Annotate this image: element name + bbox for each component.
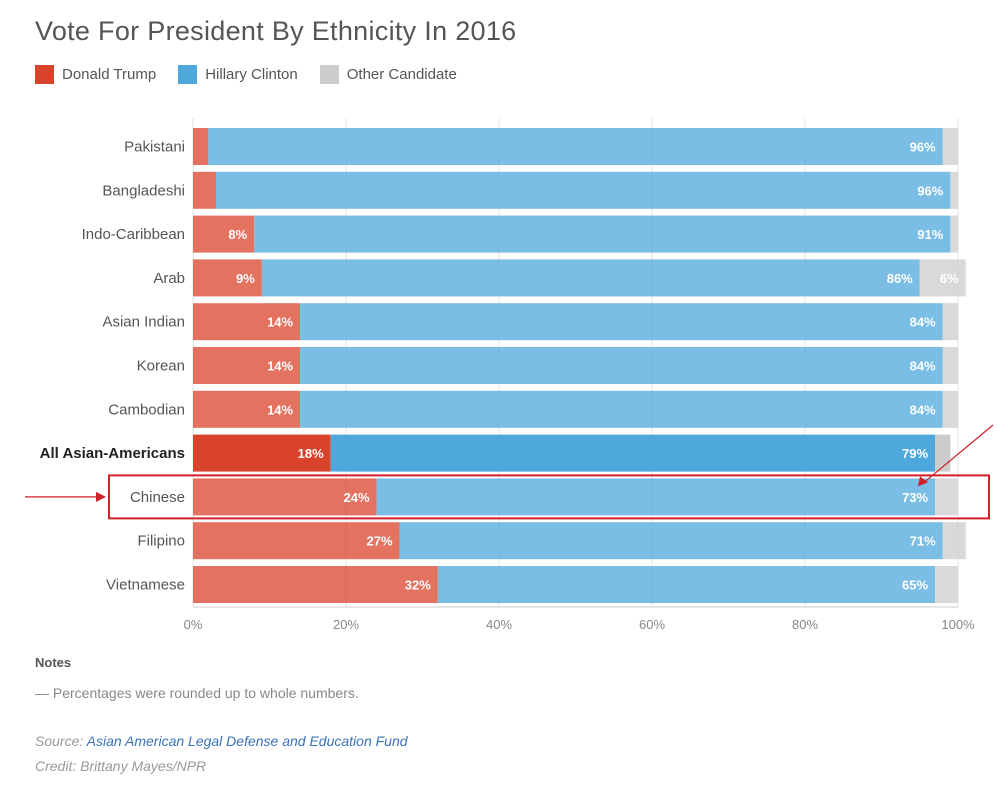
category-label: Pakistani [124, 139, 185, 156]
data-label: 18% [298, 446, 324, 461]
bar-segment [376, 478, 936, 516]
category-label: Indo-Caribbean [82, 226, 185, 243]
data-label: 73% [902, 490, 928, 505]
x-tick-label: 80% [792, 617, 818, 632]
category-label: Korean [137, 358, 185, 375]
bar-segment [942, 522, 966, 560]
category-label: Bangladeshi [102, 182, 185, 199]
data-label: 96% [917, 183, 943, 198]
notes-heading: Notes [35, 655, 72, 670]
legend-label-trump: Donald Trump [62, 66, 157, 83]
bar-segment [193, 347, 301, 384]
data-label: 14% [267, 402, 293, 417]
data-label: 84% [910, 359, 936, 374]
bar-segment [300, 390, 943, 428]
bar-segment [193, 215, 255, 253]
legend-label-other: Other Candidate [346, 66, 457, 83]
bar-segment [942, 390, 958, 428]
data-label: 24% [344, 490, 370, 505]
legend-item-trump: Donald Trump [35, 65, 156, 84]
bar-segment [208, 128, 943, 165]
data-label: 27% [367, 534, 393, 549]
bar-segment [330, 434, 936, 472]
bar-segment [193, 171, 216, 209]
bar-segment [193, 390, 301, 428]
bar-segment [215, 171, 951, 209]
category-label: Vietnamese [106, 577, 185, 594]
bar-segment [942, 347, 958, 384]
bar-segment [261, 259, 920, 297]
data-label: 9% [236, 271, 255, 286]
x-tick-label: 100% [941, 617, 975, 632]
x-tick-label: 0% [184, 617, 203, 632]
data-label: 79% [902, 446, 928, 461]
bar-segment [193, 434, 331, 472]
bar-segment [193, 522, 400, 560]
stacked-bar-chart: Pakistani 96% Bangladeshi 96% Indo-Caribbean… [25, 118, 994, 632]
bar-segment [950, 215, 958, 253]
bar-segment [942, 303, 958, 341]
category-label: Arab [153, 270, 185, 287]
data-label: 8% [228, 227, 247, 242]
data-label: 65% [902, 578, 928, 593]
highlight-box [108, 474, 990, 520]
right-arrow-line [923, 424, 994, 483]
category-label: Chinese [130, 489, 185, 506]
x-tick-label: 40% [486, 617, 512, 632]
bar-segment [300, 347, 943, 384]
notes-text: — Percentages were rounded up to whole n… [35, 685, 359, 701]
data-label: 6% [940, 271, 959, 286]
bar-segment [399, 522, 943, 560]
chart-legend: Donald Trump Hillary Clinton Other Candi… [35, 65, 479, 84]
data-label: 96% [910, 140, 936, 155]
legend-label-clinton: Hillary Clinton [205, 66, 298, 83]
data-label: 14% [267, 315, 293, 330]
category-label: Filipino [137, 533, 185, 550]
x-tick-label: 60% [639, 617, 665, 632]
bar-segment [935, 478, 958, 516]
left-arrow-head [96, 491, 106, 502]
bar-segment [193, 478, 377, 516]
bar-segment [942, 128, 958, 165]
bar-segment [437, 566, 936, 603]
bar-segment [193, 128, 209, 165]
data-label: 14% [267, 359, 293, 374]
chart-title: Vote For President By Ethnicity In 2016 [35, 16, 517, 46]
data-label: 86% [887, 271, 913, 286]
source-label: Source: [35, 733, 84, 749]
bar-segment [300, 303, 943, 341]
bar-segment [950, 171, 958, 209]
data-label: 84% [910, 315, 936, 330]
bar-segment [193, 259, 262, 297]
category-label: Cambodian [108, 401, 185, 418]
data-label: 71% [910, 534, 936, 549]
legend-item-other: Other Candidate [319, 65, 457, 84]
bar-segment [935, 434, 951, 472]
data-label: 32% [405, 578, 431, 593]
source-link[interactable]: Asian American Legal Defense and Educati… [86, 733, 408, 749]
legend-item-clinton: Hillary Clinton [178, 65, 298, 84]
bar-segment [193, 303, 301, 341]
credit-line: Credit: Brittany Mayes/NPR [35, 758, 207, 774]
bar-segment [935, 566, 958, 603]
bar-segment [193, 566, 438, 603]
source-line: Source: Asian American Legal Defense and… [35, 733, 408, 749]
bar-segment [919, 259, 966, 297]
category-label: Asian Indian [102, 314, 185, 331]
legend-swatch-trump [35, 65, 54, 84]
legend-swatch-clinton [178, 65, 198, 84]
category-label: All Asian-Americans [40, 445, 185, 462]
data-label: 91% [917, 227, 943, 242]
data-label: 84% [910, 402, 936, 417]
bar-segment [254, 215, 951, 253]
legend-swatch-other [319, 65, 339, 84]
right-arrow-head [918, 476, 928, 487]
x-tick-label: 20% [333, 617, 359, 632]
